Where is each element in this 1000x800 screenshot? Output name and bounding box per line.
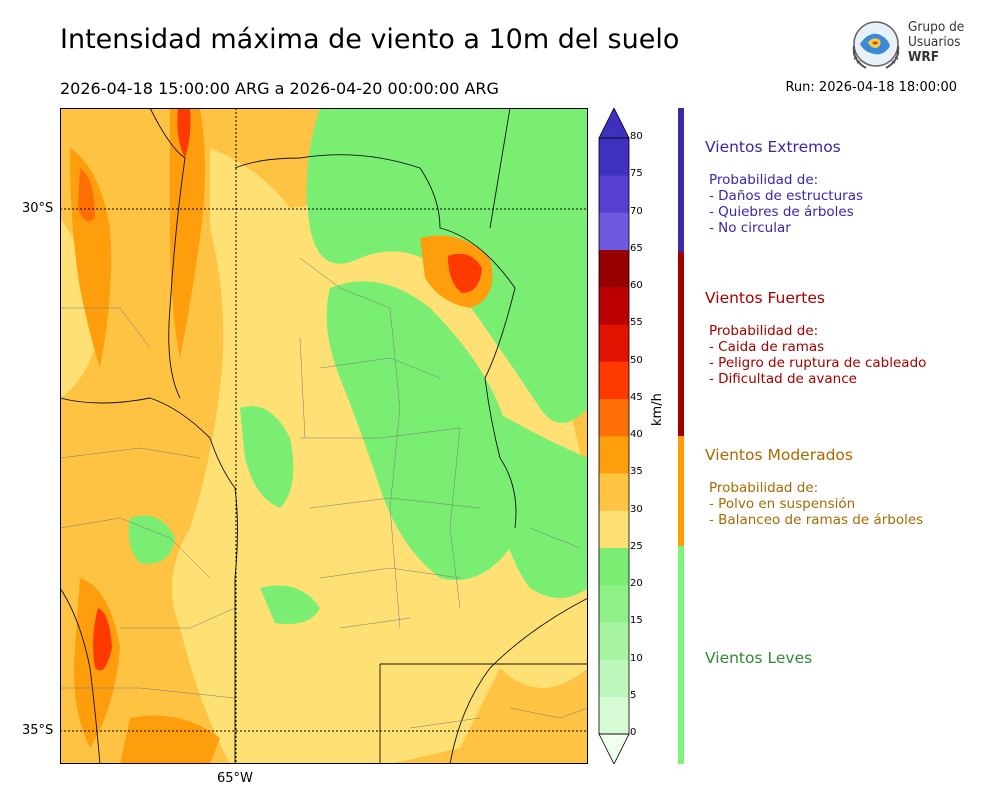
colorbar-segment (599, 324, 629, 362)
colorbar-segment (599, 473, 629, 511)
colorbar-segment (599, 398, 629, 437)
colorbar-arrow-bottom (598, 733, 630, 764)
colorbar-tick-label: 25 (630, 540, 643, 552)
colorbar-segment (599, 585, 629, 623)
category-title: Vientos Fuertes (705, 289, 825, 307)
lon-label-65w: 65°W (217, 771, 253, 786)
colorbar-arrow-top (598, 108, 630, 139)
category-title: Vientos Extremos (705, 138, 841, 156)
band-light (678, 546, 684, 764)
category-line: - Polvo en suspensión (709, 496, 856, 512)
colorbar-segment (599, 175, 629, 213)
wind-zone-35-40-ridge (170, 108, 205, 358)
wind-zone-0-25-c (490, 408, 588, 598)
colorbar-tick-label: 30 (630, 503, 643, 515)
graticule-lines (60, 108, 588, 764)
colorbar-frame (598, 137, 630, 735)
lat-label-35s: 35°S (22, 723, 54, 738)
colorbar-segment (599, 361, 629, 400)
lat-label-30s: 30°S (22, 201, 54, 216)
department-borders (60, 257, 588, 729)
category-line: Probabilidad de: (709, 172, 819, 188)
colorbar-tick-label: 20 (630, 578, 643, 589)
colorbar-segment (599, 436, 629, 474)
colorbar-tick-label: 35 (630, 466, 643, 478)
forecast-period: 2026-04-18 15:00:00 ARG a 2026-04-20 00:… (60, 79, 499, 98)
province-borders (60, 108, 588, 764)
category-line: Probabilidad de: (709, 323, 819, 339)
run-timestamp: Run: 2026-04-18 18:00:00 (785, 80, 957, 95)
colorbar (598, 108, 630, 764)
category-line: Probabilidad de: (709, 480, 819, 496)
colorbar-tick-label: 10 (630, 652, 643, 664)
category-light: Vientos Leves (705, 649, 812, 667)
category-moderate: Vientos Moderados Probabilidad de: - Pol… (705, 446, 923, 528)
colorbar-segment (599, 138, 629, 176)
category-line: - Peligro de ruptura de cableado (709, 355, 927, 371)
colorbar-segment (599, 212, 629, 251)
colorbar-segment (599, 547, 629, 586)
colorbar-segment (599, 659, 629, 698)
colorbar-segment (599, 510, 629, 549)
wind-zone-0-25-b (326, 281, 518, 580)
wind-zone-35-40-south (120, 715, 220, 764)
colorbar-segment (599, 696, 629, 735)
category-title: Vientos Leves (705, 649, 813, 667)
colorbar-tick-label: 0 (630, 727, 637, 738)
colorbar-tick-label: 65 (630, 242, 643, 254)
category-extreme: Vientos Extremos Probabilidad de: - Daño… (705, 138, 863, 236)
wind-zone-45-50-n (177, 108, 191, 158)
wind-speed-map (60, 108, 588, 764)
category-line: - Balanceo de ramas de árboles (709, 512, 924, 528)
colorbar-tick-label: 55 (630, 317, 643, 329)
map-frame (60, 108, 588, 764)
category-strong: Vientos Fuertes Probabilidad de: - Caida… (705, 289, 926, 387)
colorbar-tick-label: 60 (630, 280, 643, 291)
colorbar-unit: km/h (650, 393, 665, 426)
category-line: - Quiebres de árboles (709, 204, 854, 220)
wind-zone-45-50-east (448, 253, 482, 293)
band-extreme (678, 108, 684, 252)
wind-zone-0-25-f (260, 585, 320, 624)
logo-line-1: Grupo de (908, 19, 965, 35)
category-line: - Daños de estructuras (709, 188, 864, 204)
map-title: Intensidad máxima de viento a 10m del su… (60, 24, 680, 55)
colorbar-tick-label: 15 (630, 615, 643, 627)
colorbar-tick-label: 75 (630, 168, 643, 180)
category-line: - Dificultad de avance (709, 371, 857, 387)
colorbar-segment (599, 622, 629, 660)
category-title: Vientos Moderados (705, 446, 853, 464)
logo-line-3: WRF (908, 49, 940, 65)
colorbar-tick-label: 50 (630, 354, 643, 366)
logo-line-2: Usuarios (908, 34, 961, 50)
colorbar-tick-label: 70 (630, 205, 643, 217)
category-line: - No circular (709, 220, 791, 236)
colorbar-segment (599, 287, 629, 325)
band-moderate (678, 436, 684, 546)
colorbar-tick-label: 5 (630, 689, 637, 701)
wind-zone-45-50-sw (93, 608, 112, 671)
wrf-logo: Grupo de Usuarios WRF (848, 16, 968, 74)
colorbar-segment (599, 249, 629, 288)
wind-zone-0-25-d (240, 406, 294, 508)
category-line: - Caida de ramas (709, 339, 825, 355)
globe-logo-icon (852, 21, 900, 69)
colorbar-tick-label: 45 (630, 391, 643, 403)
wind-zone-0-25-e (128, 515, 175, 564)
wind-zone-45-50-w (78, 168, 95, 222)
colorbar-tick-label: 80 (630, 131, 643, 142)
band-strong (678, 252, 684, 436)
colorbar-tick-label: 40 (630, 429, 643, 440)
